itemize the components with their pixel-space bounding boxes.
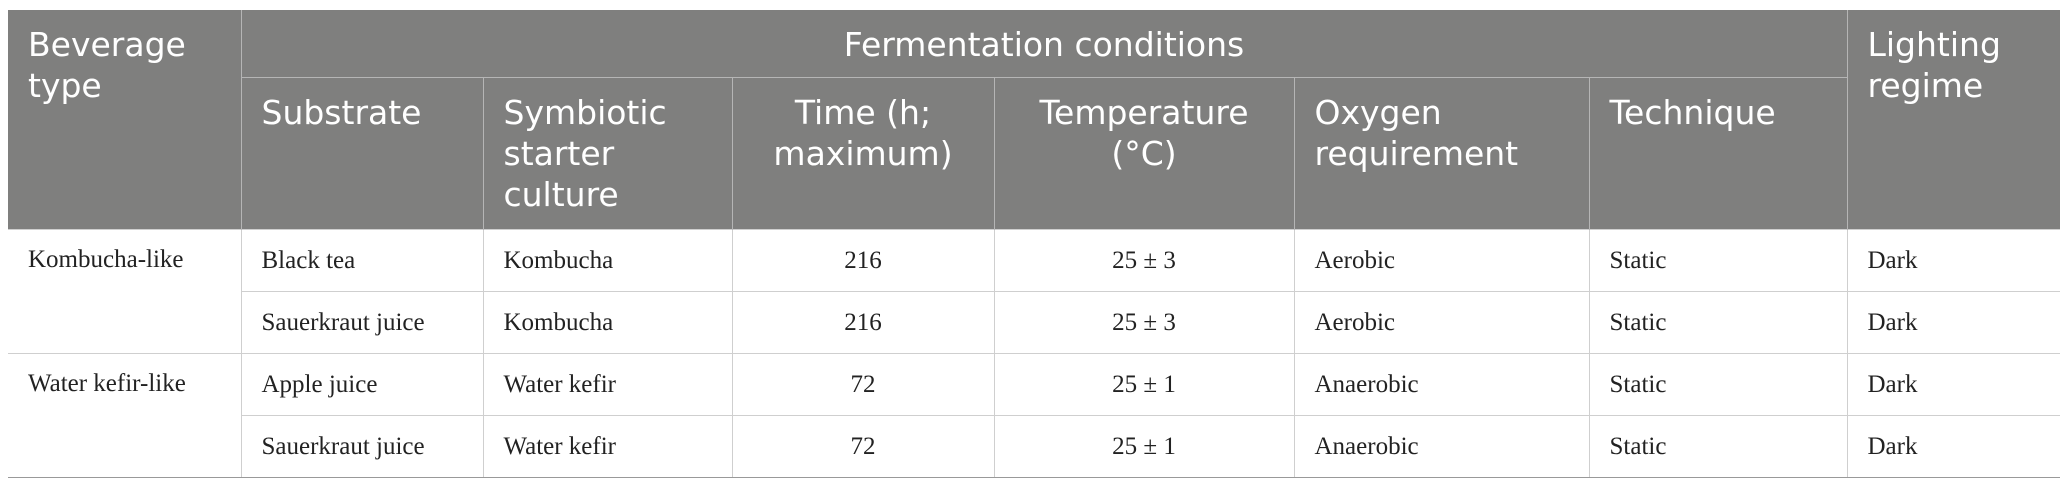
header-cell: Time (h; maximum) <box>731 77 994 230</box>
body-cell: Static <box>1588 229 1848 292</box>
body-cell: Sauerkraut juice <box>240 415 484 478</box>
body-cell: 25 ± 3 <box>993 291 1295 354</box>
body-cell: 216 <box>731 291 995 354</box>
body-cell: Aerobic <box>1293 291 1590 354</box>
body-row: Water kefir-like Apple juice Water kefir 72… <box>8 353 2060 478</box>
body-cell: 216 <box>731 229 995 292</box>
body-cell: Kombucha <box>482 291 733 354</box>
body-cell: Water kefir <box>482 415 733 478</box>
body-cell: Static <box>1588 291 1848 354</box>
body-cell: 25 ± 1 <box>993 415 1295 478</box>
header-cell: Technique <box>1588 77 1847 230</box>
body-cell: Aerobic <box>1293 229 1590 292</box>
body-cell: Dark <box>1846 229 2060 292</box>
body-cell: Dark <box>1846 291 2060 354</box>
header-row: Beverage type Fermentation conditions Ligh… <box>8 10 2060 230</box>
fermentation-table: Beverage type Fermentation conditions Ligh… <box>8 10 2060 478</box>
header-cell: Substrate <box>240 77 483 230</box>
body-cell: Water kefir <box>482 353 733 416</box>
header-cell: Symbiotic starter culture <box>482 77 732 230</box>
beverage-cell: Kombucha-like <box>8 229 242 354</box>
header-cell: Temperature (°C) <box>993 77 1294 230</box>
table-header: Beverage type Fermentation conditions Ligh… <box>8 10 2060 230</box>
body-cell: Dark <box>1846 353 2060 416</box>
body-cell: 25 ± 3 <box>993 229 1295 292</box>
body-cell: Anaerobic <box>1293 415 1590 478</box>
body-cell: Anaerobic <box>1293 353 1590 416</box>
body-cell: Kombucha <box>482 229 733 292</box>
body-cell: 72 <box>731 353 995 416</box>
body-cell: 72 <box>731 415 995 478</box>
body-cell: Black tea <box>240 229 484 292</box>
body-cell: Static <box>1588 353 1848 416</box>
body-cell: 25 ± 1 <box>993 353 1295 416</box>
body-row: Sauerkraut juice Water kefir 72 25 ± 1 Anaer… <box>8 415 2060 478</box>
header-cell: Lighting regime <box>1846 10 2060 230</box>
body-cell: Sauerkraut juice <box>240 291 484 354</box>
beverage-cell: Water kefir-like <box>8 353 242 478</box>
header-group-cell: Fermentation conditions <box>240 10 1847 78</box>
header-cell: Beverage type <box>8 10 241 230</box>
body-cell: Apple juice <box>240 353 484 416</box>
body-cell: Static <box>1588 415 1848 478</box>
body-cell: Dark <box>1846 415 2060 478</box>
body-row: Sauerkraut juice Kombucha 216 25 ± 3 Aerobic… <box>8 291 2060 354</box>
header-row: Substrate Symbiotic starter culture Time (… <box>8 77 2060 230</box>
header-cell: Oxygen requirement <box>1293 77 1589 230</box>
